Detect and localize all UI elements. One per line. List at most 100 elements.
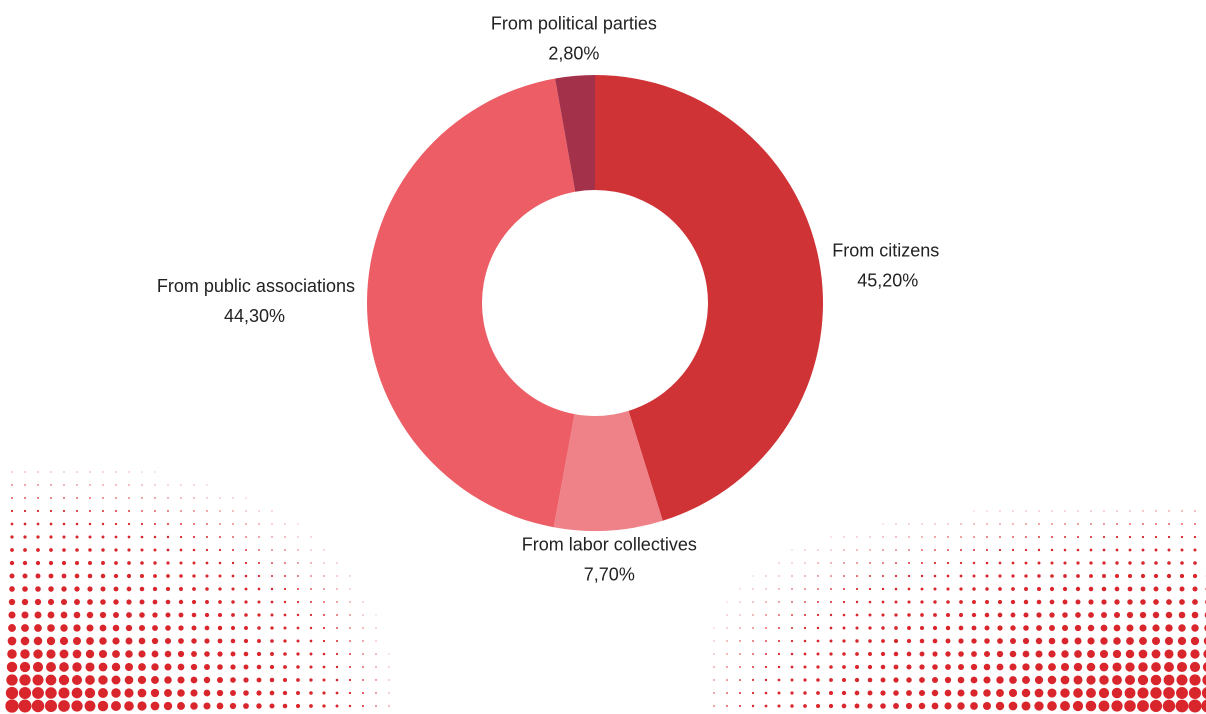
- decor-dot: [983, 689, 991, 697]
- decor-dot: [919, 625, 925, 631]
- decor-dot: [1037, 561, 1041, 565]
- decor-dot: [282, 690, 288, 696]
- decor-dot: [918, 689, 926, 697]
- decor-dot: [881, 626, 885, 630]
- decor-dot: [296, 613, 300, 617]
- decor-dot: [193, 497, 195, 499]
- decor-dot: [60, 598, 68, 606]
- decor-dot: [1049, 599, 1055, 605]
- decor-dot: [296, 691, 300, 695]
- background-decoration: [5, 471, 1206, 713]
- decor-dot: [868, 587, 872, 591]
- decor-dot: [893, 690, 899, 696]
- decor-dot: [153, 574, 157, 578]
- decor-dot: [739, 653, 741, 655]
- decor-dot: [1101, 586, 1107, 592]
- decor-dot: [270, 613, 274, 617]
- decor-dot: [946, 561, 950, 565]
- decor-dot: [47, 611, 55, 619]
- decor-dot: [907, 613, 911, 617]
- decor-dot: [1101, 612, 1107, 618]
- decor-dot: [32, 687, 44, 699]
- decor-dot: [778, 627, 780, 629]
- decor-dot: [18, 699, 32, 713]
- decor-dot: [151, 663, 159, 671]
- decor-dot: [829, 626, 833, 630]
- decor-dot: [1062, 599, 1068, 605]
- decor-dot: [1077, 523, 1079, 525]
- donut-slice: [366, 78, 576, 528]
- decor-dot: [1010, 612, 1016, 618]
- decor-dot: [44, 699, 58, 713]
- decor-dot: [843, 549, 845, 551]
- decor-dot: [841, 677, 847, 683]
- decor-dot: [803, 626, 807, 630]
- decor-dot: [985, 587, 989, 591]
- decor-dot: [1034, 701, 1044, 711]
- decor-dot: [322, 704, 326, 708]
- decor-dot: [791, 614, 793, 616]
- decor-dot: [164, 650, 172, 658]
- decor-dot: [177, 663, 185, 671]
- decor-dot: [998, 548, 1002, 552]
- decor-dot: [230, 651, 236, 657]
- decor-dot: [893, 703, 899, 709]
- decor-dot: [1116, 510, 1118, 512]
- decor-dot: [310, 536, 312, 538]
- decor-dot: [1124, 700, 1136, 712]
- decor-dot: [310, 588, 312, 590]
- decor-dot: [894, 574, 898, 578]
- decor-dot: [829, 613, 833, 617]
- decor-dot: [764, 678, 768, 682]
- decor-dot: [1086, 688, 1096, 698]
- decor-dot: [868, 652, 872, 656]
- decor-dot: [1155, 510, 1157, 512]
- decor-dot: [869, 562, 871, 564]
- decor-dot: [137, 701, 147, 711]
- decor-dot: [167, 497, 169, 499]
- decor-dot: [388, 705, 390, 707]
- decor-dot: [11, 471, 13, 473]
- donut-slice: [553, 410, 663, 531]
- decor-dot: [855, 626, 859, 630]
- decor-dot: [1100, 637, 1108, 645]
- decor-dot: [1064, 536, 1066, 538]
- decor-dot: [71, 700, 83, 712]
- decor-dot: [283, 626, 287, 630]
- decor-dot: [1036, 586, 1042, 592]
- decor-dot: [297, 575, 299, 577]
- decor-dot: [996, 689, 1004, 697]
- decor-dot: [908, 536, 910, 538]
- decor-dot: [1099, 662, 1109, 672]
- decor-dot: [35, 586, 41, 592]
- decor-dot: [1064, 523, 1066, 525]
- decor-dot: [803, 652, 807, 656]
- decor-dot: [140, 522, 144, 526]
- decor-dot: [179, 561, 183, 565]
- decor-dot: [918, 702, 926, 710]
- decor-dot: [1063, 561, 1067, 565]
- decor-dot: [76, 497, 78, 499]
- decor-dot: [893, 677, 899, 683]
- decor-dot: [309, 691, 313, 695]
- decor-dot: [231, 587, 235, 591]
- decor-dot: [284, 575, 286, 577]
- decor-dot: [803, 678, 807, 682]
- decor-dot: [984, 638, 990, 644]
- decor-dot: [868, 626, 872, 630]
- decor-dot: [855, 613, 859, 617]
- decor-dot: [1063, 574, 1067, 578]
- decor-dot: [362, 627, 364, 629]
- decor-dot: [37, 484, 39, 486]
- decor-dot: [1038, 536, 1040, 538]
- decor-dot: [829, 639, 833, 643]
- decor-dot: [218, 587, 222, 591]
- decor-dot: [73, 637, 81, 645]
- decor-dot: [881, 639, 885, 643]
- decor-dot: [1163, 687, 1175, 699]
- decor-dot: [1179, 599, 1185, 605]
- decor-dot: [906, 638, 912, 644]
- decor-dot: [894, 587, 898, 591]
- decor-dot: [349, 627, 351, 629]
- decor-dot: [9, 586, 15, 592]
